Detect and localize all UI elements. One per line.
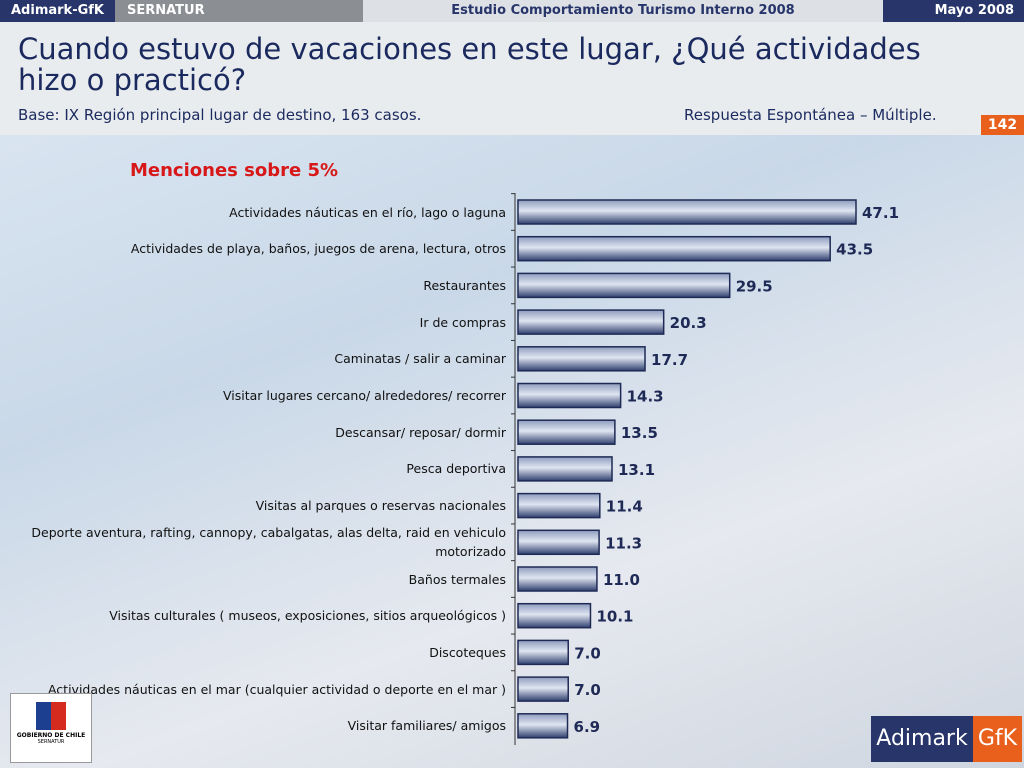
bar	[517, 602, 592, 629]
value-label: 11.0	[603, 571, 640, 589]
bar	[517, 309, 665, 335]
value-label: 29.5	[736, 277, 773, 295]
value-label: 47.1	[862, 204, 899, 222]
header: Cuando estuvo de vacaciones en este luga…	[0, 22, 1024, 135]
bar	[517, 272, 731, 299]
value-label: 17.7	[651, 351, 688, 369]
bar	[517, 639, 569, 666]
study: Estudio Comportamiento Turismo Interno 2…	[363, 0, 883, 22]
category-label: Caminatas / salir a caminar	[334, 351, 506, 367]
category-label: Discoteques	[429, 644, 506, 660]
category-label: Ir de compras	[419, 314, 506, 330]
value-label: 6.9	[574, 718, 601, 736]
value-label: 14.3	[627, 388, 664, 406]
title: Cuando estuvo de vacaciones en este luga…	[18, 32, 921, 97]
value-label: 11.4	[606, 498, 643, 516]
category-label: Deporte aventura, rafting, cannopy, caba…	[31, 525, 506, 560]
value-label: 13.1	[618, 461, 655, 479]
value-label: 7.0	[574, 644, 601, 662]
note: Respuesta Espontánea – Múltiple.	[684, 106, 937, 124]
logo-left: GOBIERNO DE CHILE SERNATUR	[10, 693, 92, 763]
category-label: Visitas culturales ( museos, exposicione…	[109, 608, 506, 624]
category-label: Visitar familiares/ amigos	[347, 718, 506, 734]
value-label: 43.5	[836, 241, 873, 259]
category-label: Actividades náuticas en el mar (cualquie…	[47, 681, 506, 697]
bar	[517, 456, 613, 482]
subtitle: Base: IX Región principal lugar de desti…	[18, 106, 422, 124]
logo-icon	[36, 702, 66, 730]
bar	[517, 676, 569, 702]
value-label: 7.0	[574, 681, 601, 699]
bar	[517, 199, 857, 225]
category-label: Visitar lugares cercano/ alrededores/ re…	[223, 388, 506, 403]
category-label: Pesca deportiva	[406, 461, 506, 477]
category-label: Baños termales	[408, 571, 506, 587]
page-number: 142	[981, 115, 1024, 135]
logo-gfk: GfK	[973, 716, 1022, 762]
bar	[517, 713, 569, 739]
bar	[517, 382, 622, 409]
date: Mayo 2008	[883, 0, 1024, 22]
value-label: 13.5	[621, 424, 658, 442]
logo-left-sub: SERNATUR	[37, 739, 65, 745]
bar	[517, 529, 600, 556]
category-label: Actividades náuticas en el río, lago o l…	[229, 204, 506, 220]
bar	[517, 235, 831, 262]
logo-left-text: GOBIERNO DE CHILE	[16, 732, 86, 739]
value-label: 10.1	[596, 608, 633, 626]
category-label: Actividades de playa, baños, juegos de a…	[130, 241, 506, 257]
brand: Adimark-GfK	[0, 0, 115, 22]
category-label: Visitas al parques o reservas nacionales	[255, 498, 506, 514]
bar	[517, 566, 598, 592]
category-label: Descansar/ reposar/ dormir	[335, 424, 506, 440]
annotation: Menciones sobre 5%	[130, 160, 339, 181]
bar	[517, 346, 646, 372]
client: SERNATUR	[115, 0, 363, 22]
category-label: Restaurantes	[423, 277, 506, 293]
bar	[517, 492, 601, 519]
value-label: 20.3	[670, 314, 707, 332]
logo-adimark: Adimark	[871, 716, 973, 762]
value-label: 11.3	[605, 534, 642, 552]
bar	[517, 419, 616, 445]
